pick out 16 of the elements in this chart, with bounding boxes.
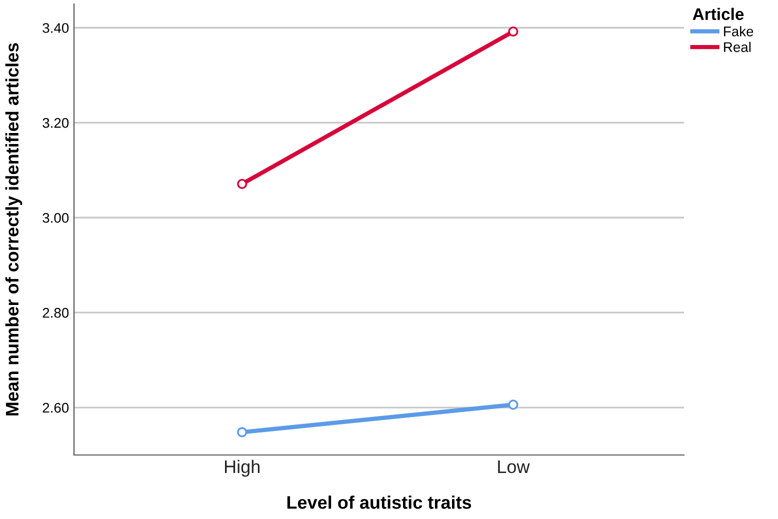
- point: [237, 427, 248, 438]
- y-tick-label: 2.80: [42, 308, 69, 318]
- y-tick-label: 2.60: [42, 402, 69, 413]
- legend-label: Real: [724, 42, 751, 52]
- y-tick-label: 3.40: [42, 23, 69, 33]
- y-tick-label: 3.20: [42, 118, 69, 128]
- y-axis-title: Mean number of correctly identified articles: [5, 43, 22, 416]
- point: [237, 178, 248, 189]
- point: [508, 400, 518, 410]
- x-tick-label: High: [225, 460, 260, 477]
- x-axis-title: Level of autistic traits: [287, 496, 472, 509]
- legend-label: Fake: [724, 26, 754, 36]
- x-tick-label: Low: [498, 460, 530, 474]
- point: [508, 26, 518, 37]
- legend-title: Article: [692, 8, 744, 20]
- y-tick-label: 3.00: [42, 212, 69, 223]
